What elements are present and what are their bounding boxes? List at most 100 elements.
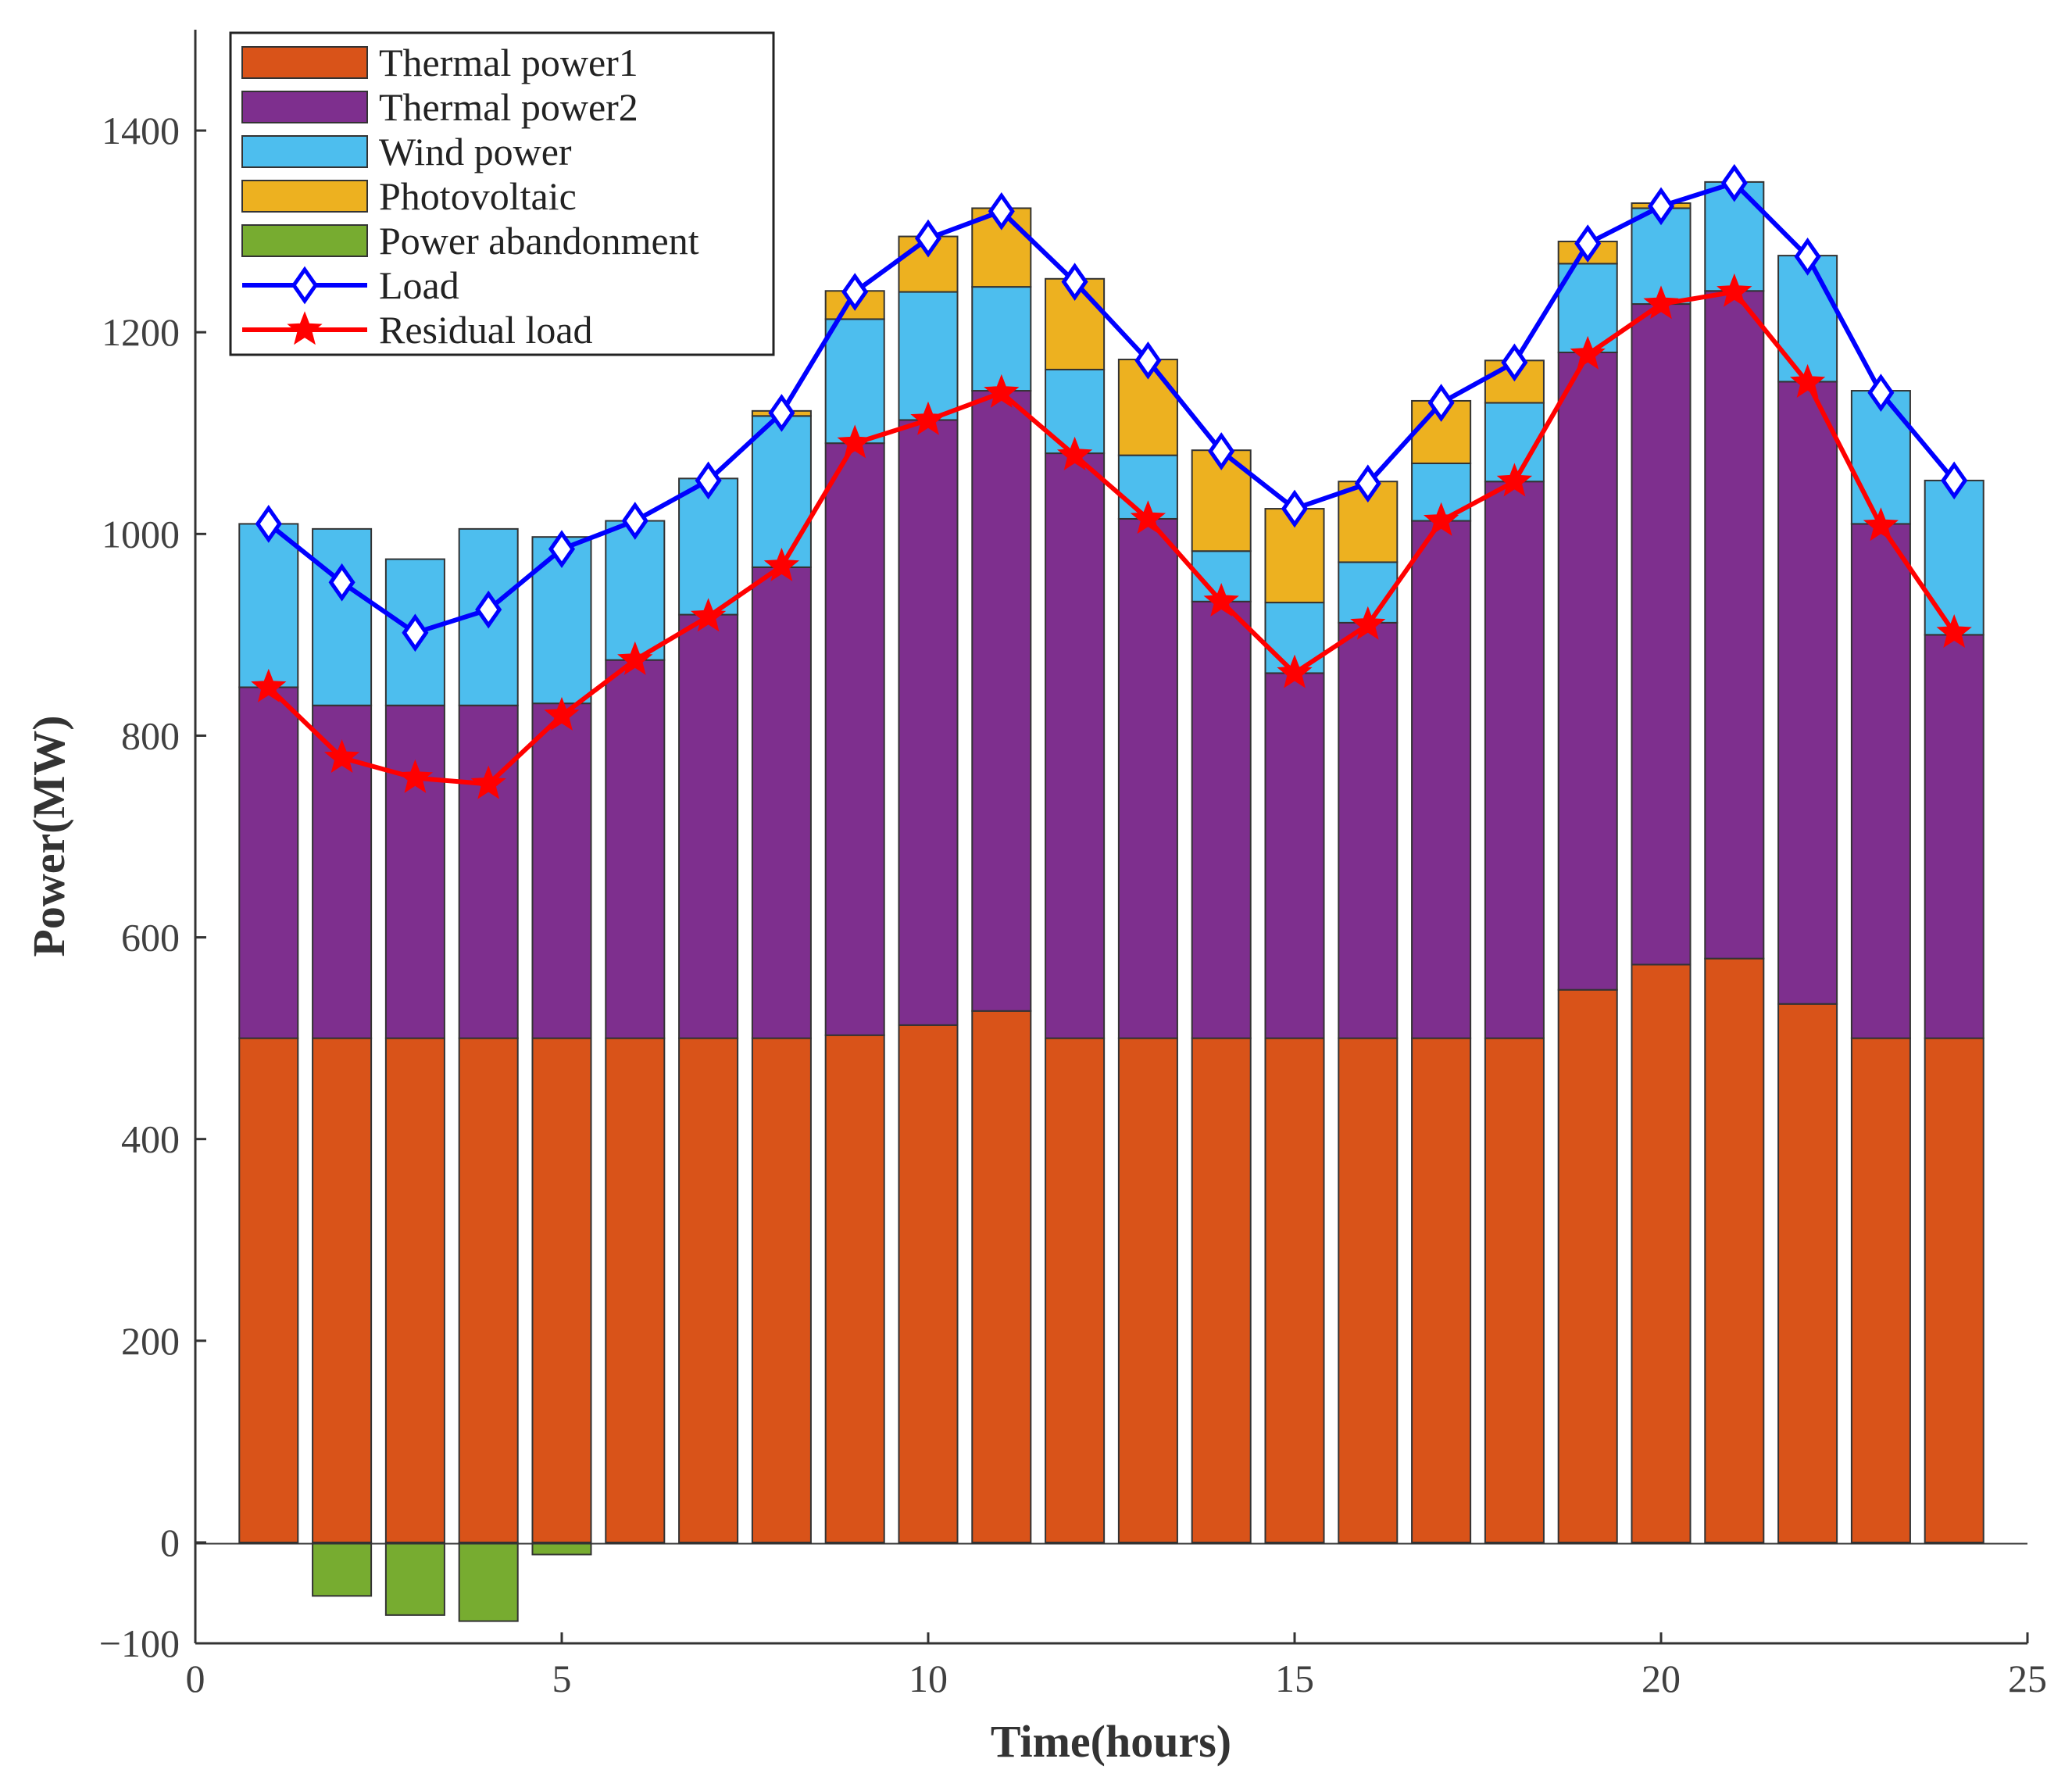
legend-label-power-abandonment: Power abandonment bbox=[379, 219, 699, 263]
bar-thermal-power2-t17 bbox=[1411, 520, 1472, 1039]
bar-thermal-power2-t18 bbox=[1484, 481, 1545, 1039]
bar-thermal-power2-t8 bbox=[751, 566, 812, 1039]
load-point-t16 bbox=[1354, 464, 1381, 503]
y-tick-label: 200 bbox=[121, 1319, 180, 1363]
bar-thermal-power2-t21 bbox=[1704, 290, 1765, 960]
residual-load-point-t1 bbox=[251, 668, 287, 702]
legend-label-photovoltaic: Photovoltaic bbox=[379, 174, 577, 218]
legend-label-wind-power: Wind power bbox=[379, 130, 572, 173]
residual-load-point-t8 bbox=[763, 547, 800, 581]
residual-load-point-t19 bbox=[1570, 335, 1606, 370]
bar-wind-power-t1 bbox=[238, 523, 299, 688]
bar-power-abandonment-t2 bbox=[312, 1541, 373, 1597]
residual-load-point-t17 bbox=[1423, 502, 1459, 536]
bar-thermal-power2-t19 bbox=[1557, 352, 1618, 991]
bar-thermal-power1-t17 bbox=[1411, 1037, 1472, 1543]
residual-load-point-t23 bbox=[1863, 507, 1899, 542]
x-tick-label: 0 bbox=[186, 1657, 205, 1700]
bar-thermal-power1-t11 bbox=[971, 1010, 1032, 1543]
residual-load-point-t4 bbox=[470, 765, 506, 799]
y-tick-label: 0 bbox=[160, 1521, 180, 1564]
bar-thermal-power2-t23 bbox=[1850, 523, 1911, 1039]
residual-load-point-t14 bbox=[1203, 583, 1239, 617]
residual-load-point-t16 bbox=[1350, 606, 1386, 640]
residual-load-point-t22 bbox=[1789, 363, 1826, 398]
bar-thermal-power2-t11 bbox=[971, 390, 1032, 1012]
x-tick-label: 10 bbox=[909, 1657, 948, 1700]
load-point-t11 bbox=[988, 191, 1015, 231]
x-tick-label: 25 bbox=[2008, 1657, 2047, 1700]
load-point-t9 bbox=[841, 273, 869, 311]
legend-label-residual-load: Residual load bbox=[379, 308, 593, 352]
bar-thermal-power2-t12 bbox=[1045, 452, 1106, 1039]
load-point-t18 bbox=[1501, 343, 1528, 382]
bar-thermal-power1-t20 bbox=[1631, 963, 1692, 1543]
residual-load-point-t5 bbox=[544, 696, 580, 731]
residual-load-point-t24 bbox=[1936, 614, 1972, 649]
bar-wind-power-t24 bbox=[1924, 479, 1984, 636]
y-tick-label: 600 bbox=[121, 916, 180, 960]
load-point-t15 bbox=[1281, 489, 1309, 528]
bar-thermal-power1-t5 bbox=[531, 1037, 592, 1543]
bar-thermal-power1-t14 bbox=[1191, 1037, 1252, 1543]
axes-layer bbox=[194, 30, 2027, 1645]
bar-power-abandonment-t5 bbox=[531, 1541, 592, 1556]
bar-power-abandonment-t3 bbox=[384, 1541, 445, 1616]
y-tick-label: −100 bbox=[99, 1621, 180, 1665]
x-tick-label: 15 bbox=[1275, 1657, 1314, 1700]
x-axis-title: Time(hours) bbox=[991, 1716, 1231, 1767]
load-point-t14 bbox=[1208, 432, 1235, 470]
bar-thermal-power1-t22 bbox=[1777, 1003, 1838, 1543]
bar-wind-power-t2 bbox=[312, 527, 373, 706]
bar-thermal-power2-t22 bbox=[1777, 381, 1838, 1005]
load-point-t7 bbox=[695, 461, 722, 500]
y-tick-label: 1200 bbox=[102, 310, 180, 354]
bar-thermal-power1-t12 bbox=[1045, 1037, 1106, 1543]
bar-wind-power-t9 bbox=[824, 318, 885, 445]
legend-swatch-thermal-power1 bbox=[241, 46, 368, 79]
bar-thermal-power1-t10 bbox=[898, 1024, 959, 1543]
load-point-t10 bbox=[914, 219, 942, 258]
bar-wind-power-t11 bbox=[971, 286, 1032, 392]
residual-load-point-t15 bbox=[1277, 654, 1313, 688]
residual-load-point-t12 bbox=[1056, 436, 1093, 470]
bar-thermal-power2-t24 bbox=[1924, 634, 1984, 1039]
bar-thermal-power2-t14 bbox=[1191, 600, 1252, 1039]
residual-load-point-t13 bbox=[1130, 500, 1166, 534]
bars-layer bbox=[238, 181, 1984, 1622]
bar-thermal-power1-t16 bbox=[1338, 1037, 1399, 1543]
bar-thermal-power1-t15 bbox=[1264, 1037, 1325, 1543]
bar-thermal-power2-t7 bbox=[678, 613, 739, 1039]
bar-thermal-power1-t21 bbox=[1704, 957, 1765, 1543]
bar-thermal-power2-t6 bbox=[605, 659, 666, 1039]
legend-marker-load bbox=[291, 266, 319, 305]
residual-load-point-t18 bbox=[1496, 463, 1533, 497]
bar-thermal-power2-t4 bbox=[458, 704, 519, 1039]
lines-layer bbox=[251, 163, 1972, 799]
y-tick-label: 1000 bbox=[102, 512, 180, 556]
load-point-t24 bbox=[1941, 461, 1968, 500]
bar-thermal-power1-t1 bbox=[238, 1037, 299, 1543]
residual-load-point-t7 bbox=[690, 598, 727, 632]
residual-load-point-t10 bbox=[910, 401, 946, 435]
load-point-t4 bbox=[475, 590, 502, 629]
residual-load-point-t9 bbox=[837, 424, 873, 459]
bar-thermal-power1-t23 bbox=[1850, 1037, 1911, 1543]
bar-thermal-power2-t20 bbox=[1631, 303, 1692, 966]
bar-thermal-power1-t4 bbox=[458, 1037, 519, 1543]
bar-thermal-power2-t9 bbox=[824, 442, 885, 1036]
legend-label-thermal-power2: Thermal power2 bbox=[379, 85, 638, 129]
load-point-t17 bbox=[1427, 384, 1455, 422]
load-point-t23 bbox=[1867, 374, 1895, 412]
y-axis-title: Power(MW) bbox=[23, 715, 74, 956]
load-point-t20 bbox=[1647, 187, 1675, 226]
bar-wind-power-t8 bbox=[751, 415, 812, 568]
bar-thermal-power1-t9 bbox=[824, 1034, 885, 1543]
bar-thermal-power2-t10 bbox=[898, 419, 959, 1026]
legend-swatch-wind-power bbox=[241, 135, 368, 168]
legend-label-thermal-power1: Thermal power1 bbox=[379, 41, 638, 84]
y-tick-label: 800 bbox=[121, 713, 180, 757]
bar-power-abandonment-t4 bbox=[458, 1541, 519, 1622]
